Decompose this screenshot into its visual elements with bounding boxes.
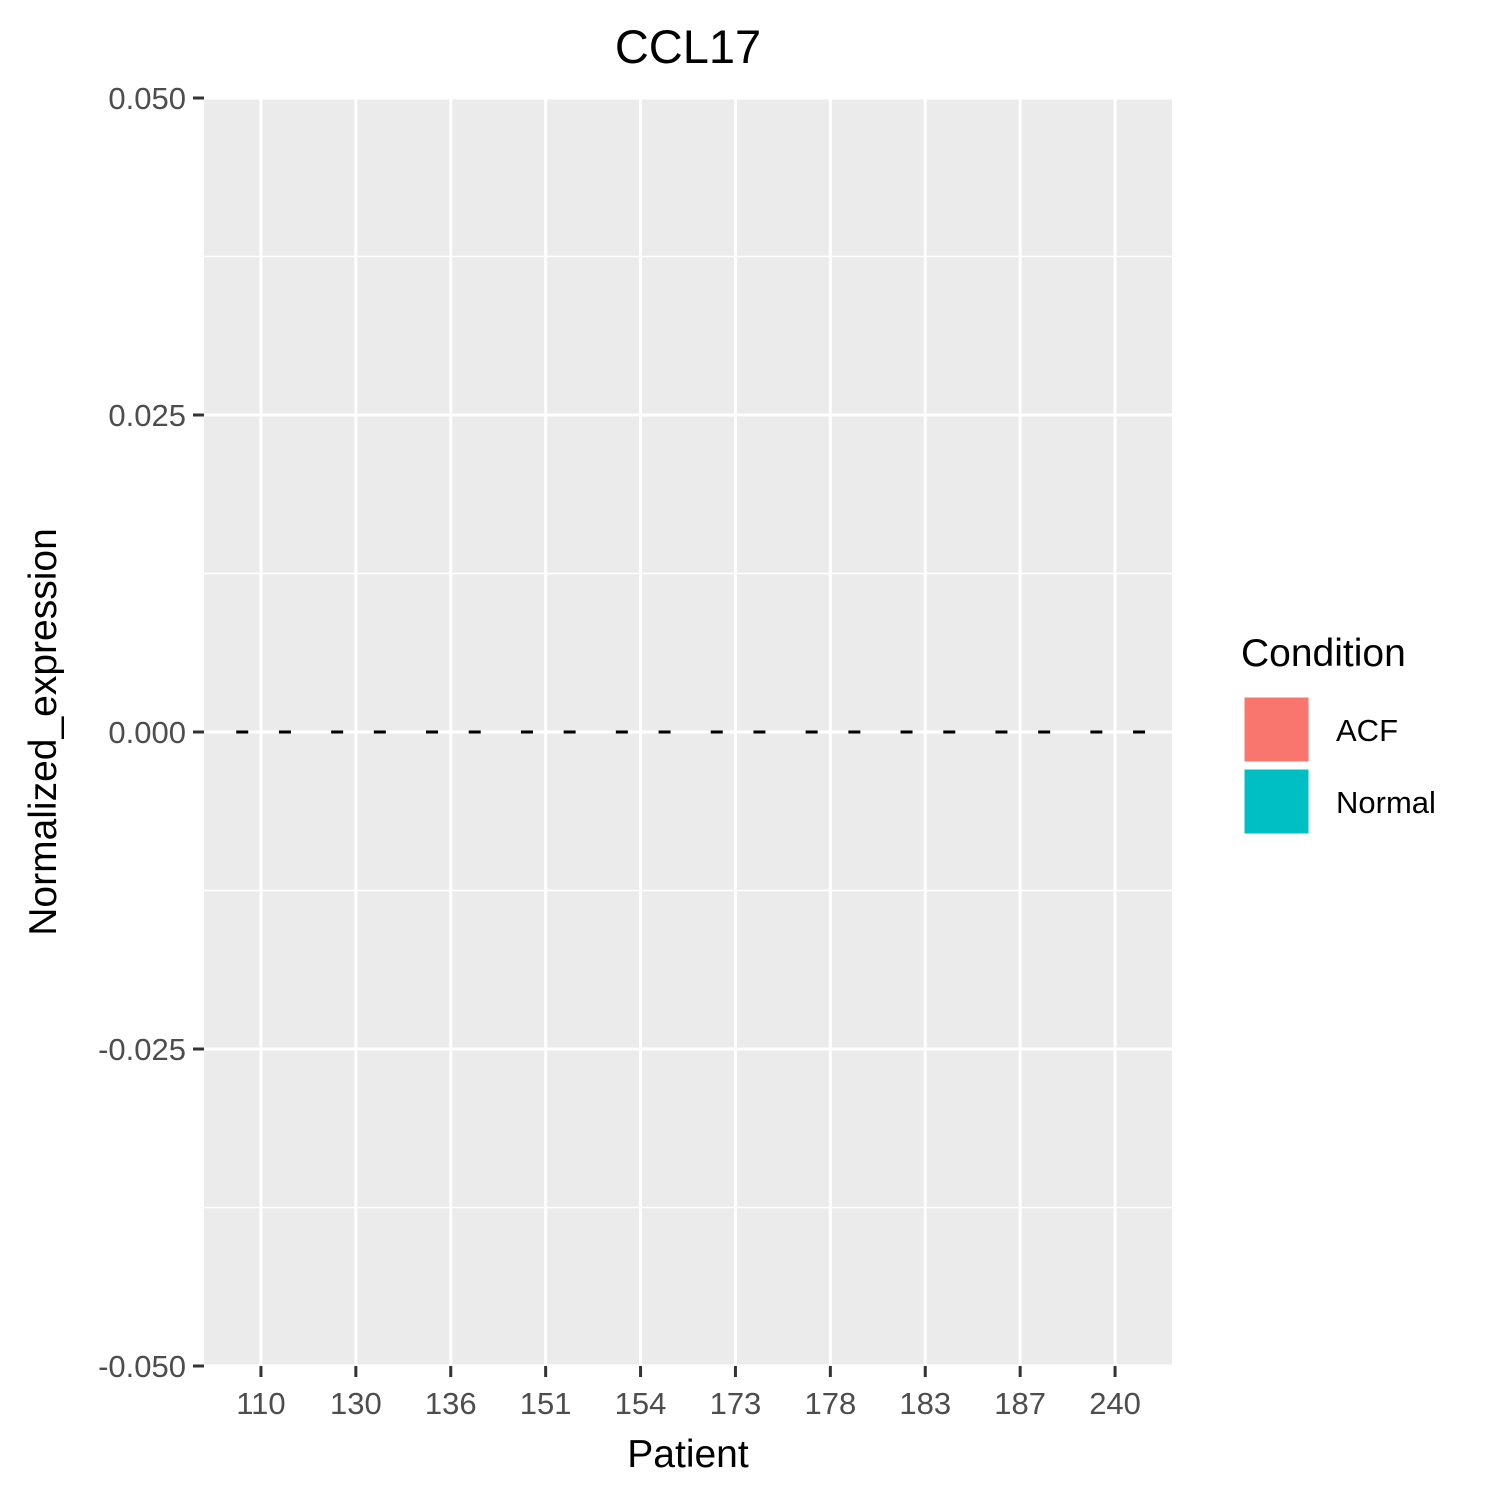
y-tick-label: 0.025 (108, 398, 186, 433)
x-axis: 110 130 136 151 154 173 178 183 187 240 (236, 1366, 1141, 1421)
x-tick-label: 178 (804, 1386, 856, 1421)
y-tick-label: 0.000 (108, 715, 186, 750)
legend-key-normal (1241, 766, 1312, 837)
y-tick-label: -0.050 (98, 1349, 186, 1384)
y-tick-label: 0.050 (108, 81, 186, 116)
x-tick-label: 130 (330, 1386, 382, 1421)
x-tick-label: 154 (615, 1386, 667, 1421)
legend-label-normal: Normal (1336, 785, 1436, 820)
x-tick-label: 187 (994, 1386, 1046, 1421)
x-tick-label: 183 (899, 1386, 951, 1421)
y-axis: 0.050 0.025 0.000 -0.025 -0.050 (98, 81, 204, 1384)
y-tick-label: -0.025 (98, 1032, 186, 1067)
legend: Condition ACF Normal (1241, 632, 1436, 837)
plot-panel (204, 96, 1172, 1368)
x-tick-label: 136 (425, 1386, 477, 1421)
legend-label-acf: ACF (1336, 713, 1398, 748)
x-tick-label: 110 (236, 1386, 285, 1421)
x-tick-label: 240 (1089, 1386, 1141, 1421)
x-tick-label: 173 (710, 1386, 762, 1421)
x-axis-title: Patient (627, 1433, 749, 1476)
y-axis-title: Normalized_expression (22, 528, 65, 936)
legend-key-acf (1241, 694, 1312, 765)
x-tick-label: 151 (520, 1386, 572, 1421)
legend-title: Condition (1241, 632, 1406, 675)
chart-title: CCL17 (615, 20, 761, 73)
